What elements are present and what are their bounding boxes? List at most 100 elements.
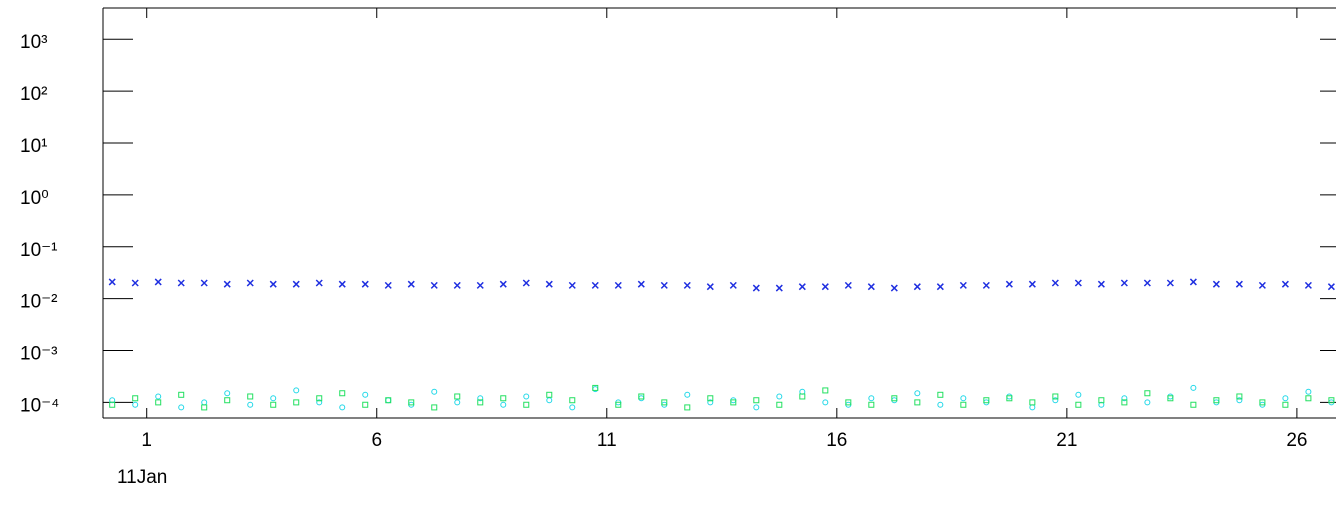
point [753,397,760,404]
point [384,281,392,289]
point [1236,393,1243,400]
point [362,391,369,398]
point [707,399,714,406]
point [1144,390,1151,397]
point [1029,399,1036,406]
point [1167,393,1174,400]
point [178,391,185,398]
point [362,401,369,408]
point [1281,280,1289,288]
point [316,395,323,402]
point [431,388,438,395]
point [453,281,461,289]
point [1029,404,1036,411]
point [1282,395,1289,402]
point [523,401,530,408]
point [545,280,553,288]
x-tick-label: 21 [1056,430,1077,451]
point [891,395,898,402]
point [155,399,162,406]
point [959,281,967,289]
point [752,284,760,292]
point [821,283,829,291]
point [867,283,875,291]
point [706,283,714,291]
point [1235,280,1243,288]
point [844,281,852,289]
point [1328,397,1335,404]
point [1258,281,1266,289]
point [132,395,139,402]
point [476,281,484,289]
y-tick-label: 10⁻⁴ [20,395,59,416]
point [385,397,392,404]
point [569,397,576,404]
point [178,404,185,411]
point [1005,280,1013,288]
point [868,395,875,402]
point [523,393,530,400]
point [960,395,967,402]
point [477,399,484,406]
point [155,393,162,400]
x-tick-label: 26 [1286,430,1307,451]
point [246,279,254,287]
point [637,280,645,288]
point [454,399,461,406]
point [109,401,116,408]
point [269,280,277,288]
point [891,397,898,404]
date-label: 11Jan [117,467,167,488]
point [223,280,231,288]
point [845,399,852,406]
point [339,404,346,411]
point [960,401,967,408]
point [177,279,185,287]
point [1144,399,1151,406]
point [913,283,921,291]
point [1282,401,1289,408]
point [1305,388,1312,395]
point [408,399,415,406]
point [683,281,691,289]
point [361,280,369,288]
point [1189,278,1197,286]
point [1143,279,1151,287]
point [247,401,254,408]
point [131,279,139,287]
point [982,281,990,289]
point [546,391,553,398]
point [270,401,277,408]
point [1190,401,1197,408]
point [568,281,576,289]
point [1006,395,1013,402]
point [937,401,944,408]
point [154,278,162,286]
x-tick-label: 16 [826,430,847,451]
point [293,387,300,394]
point [270,395,277,402]
point [1051,279,1059,287]
point [614,281,622,289]
point [430,281,438,289]
point [890,284,898,292]
point [638,395,645,402]
y-tick-label: 10³ [20,32,47,53]
point [292,280,300,288]
point [200,279,208,287]
point [684,404,691,411]
point [799,393,806,400]
point [660,281,668,289]
point [224,390,231,397]
point [1121,395,1128,402]
point [1190,384,1197,391]
point [1052,397,1059,404]
point [339,390,346,397]
point [454,393,461,400]
point [407,280,415,288]
point [1304,281,1312,289]
point [914,399,921,406]
y-tick-label: 10⁻³ [20,344,58,365]
point [1075,401,1082,408]
